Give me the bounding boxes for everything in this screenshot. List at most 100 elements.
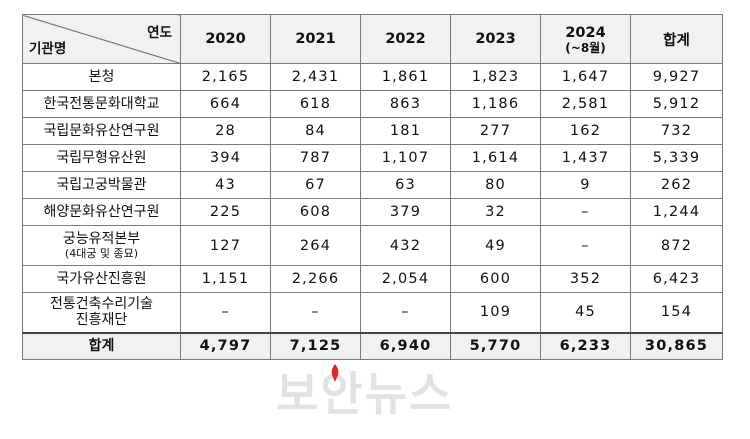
agency-name-line: 진흥재단 (75, 312, 128, 329)
value-cell: 2,266 (270, 265, 361, 293)
total-value-cell: 6,940 (360, 332, 451, 360)
total-value-cell: 7,125 (270, 332, 361, 360)
value-cell: 1,861 (360, 63, 451, 91)
column-header: 2021 (270, 14, 361, 64)
watermark-accent-icon (331, 364, 339, 382)
agency-name: 본청 (22, 63, 181, 91)
column-header-label: 합계 (663, 32, 690, 49)
column-header-label: 2022 (385, 31, 426, 47)
agency-name: 국가유산진흥원 (22, 265, 181, 293)
value-cell: 600 (450, 265, 541, 293)
value-cell: 32 (450, 198, 541, 226)
agency-name-line: 전통건축수리기술 (49, 296, 154, 313)
value-cell: 2,054 (360, 265, 451, 293)
column-header: 2024 (~8월) (540, 14, 631, 64)
agency-name: 한국전통문화대학교 (22, 90, 181, 118)
table-row: 국립문화유산연구원 28 84 181 277 162 732 (22, 117, 723, 145)
row-total-cell: 6,423 (630, 265, 723, 293)
column-header-label: 2020 (205, 31, 246, 47)
value-cell: 277 (450, 117, 541, 145)
column-header: 2023 (450, 14, 541, 64)
value-cell: 618 (270, 90, 361, 118)
value-cell: – (540, 225, 631, 266)
value-cell: 1,151 (180, 265, 271, 293)
value-cell: – (180, 292, 271, 333)
value-cell: – (360, 292, 451, 333)
value-cell: 162 (540, 117, 631, 145)
agency-name: 전통건축수리기술 진흥재단 (22, 292, 181, 333)
row-total-cell: 5,339 (630, 144, 723, 172)
value-cell: 1,437 (540, 144, 631, 172)
value-cell: 352 (540, 265, 631, 293)
grand-total-cell: 30,865 (630, 332, 723, 360)
table-row: 국립고궁박물관 43 67 63 80 9 262 (22, 171, 723, 199)
value-cell: 1,186 (450, 90, 541, 118)
value-cell: 664 (180, 90, 271, 118)
row-total-cell: 262 (630, 171, 723, 199)
value-cell: 49 (450, 225, 541, 266)
value-cell: 608 (270, 198, 361, 226)
row-total-cell: 5,912 (630, 90, 723, 118)
agency-name: 국립무형유산원 (22, 144, 181, 172)
value-cell: 225 (180, 198, 271, 226)
watermark-text: 보안뉴스 (276, 367, 454, 421)
table-row: 궁능유적본부 (4대궁 및 종묘) 127 264 432 49 – 872 (22, 225, 723, 266)
value-cell: 863 (360, 90, 451, 118)
row-total-cell: 732 (630, 117, 723, 145)
value-cell: 787 (270, 144, 361, 172)
total-row: 합계 4,797 7,125 6,940 5,770 6,233 30,865 (22, 332, 723, 360)
table-row: 국가유산진흥원 1,151 2,266 2,054 600 352 6,423 (22, 265, 723, 293)
row-total-cell: 9,927 (630, 63, 723, 91)
value-cell: 28 (180, 117, 271, 145)
value-cell: 109 (450, 292, 541, 333)
boannews-watermark: 보안뉴스 (276, 358, 496, 428)
corner-header-cell: 연도 기관명 (22, 14, 181, 64)
table-row: 국립무형유산원 394 787 1,107 1,614 1,437 5,339 (22, 144, 723, 172)
total-label: 합계 (22, 332, 181, 360)
column-header-label: 2023 (475, 31, 516, 47)
value-cell: 379 (360, 198, 451, 226)
agency-name: 국립고궁박물관 (22, 171, 181, 199)
row-total-cell: 872 (630, 225, 723, 266)
column-header-label: 2024 (565, 24, 606, 41)
agency-name: 궁능유적본부 (4대궁 및 종묘) (22, 225, 181, 266)
column-header-label: 2021 (295, 31, 336, 47)
value-cell: 2,165 (180, 63, 271, 91)
column-header: 2020 (180, 14, 271, 64)
agency-name-note: (4대궁 및 종묘) (64, 247, 139, 260)
value-cell: 181 (360, 117, 451, 145)
total-value-cell: 6,233 (540, 332, 631, 360)
value-cell: 2,581 (540, 90, 631, 118)
total-value-cell: 5,770 (450, 332, 541, 360)
agency-name: 국립문화유산연구원 (22, 117, 181, 145)
value-cell: 1,614 (450, 144, 541, 172)
header-row: 연도 기관명 2020 2021 2022 2023 2024 (~8월) 합계 (22, 14, 723, 64)
value-cell: 264 (270, 225, 361, 266)
column-header-sublabel: (~8월) (565, 40, 606, 55)
value-cell: 1,823 (450, 63, 541, 91)
corner-agency-label: 기관명 (29, 41, 67, 57)
value-cell: 1,107 (360, 144, 451, 172)
value-cell: 2,431 (270, 63, 361, 91)
value-cell: 1,647 (540, 63, 631, 91)
value-cell: 67 (270, 171, 361, 199)
value-cell: – (270, 292, 361, 333)
value-cell: 45 (540, 292, 631, 333)
table-row: 한국전통문화대학교 664 618 863 1,186 2,581 5,912 (22, 90, 723, 118)
column-header: 2022 (360, 14, 451, 64)
value-cell: 63 (360, 171, 451, 199)
value-cell: 394 (180, 144, 271, 172)
row-total-cell: 1,244 (630, 198, 723, 226)
column-header: 합계 (630, 14, 723, 64)
table-row: 해양문화유산연구원 225 608 379 32 – 1,244 (22, 198, 723, 226)
table-row: 전통건축수리기술 진흥재단 – – – 109 45 154 (22, 292, 723, 333)
value-cell: 84 (270, 117, 361, 145)
value-cell: 43 (180, 171, 271, 199)
corner-year-label: 연도 (147, 25, 172, 41)
statistics-table: 연도 기관명 2020 2021 2022 2023 2024 (~8월) 합계… (22, 14, 723, 360)
agency-name-line: 궁능유적본부 (62, 231, 141, 247)
value-cell: 127 (180, 225, 271, 266)
table-row: 본청 2,165 2,431 1,861 1,823 1,647 9,927 (22, 63, 723, 91)
value-cell: 9 (540, 171, 631, 199)
agency-name: 해양문화유산연구원 (22, 198, 181, 226)
